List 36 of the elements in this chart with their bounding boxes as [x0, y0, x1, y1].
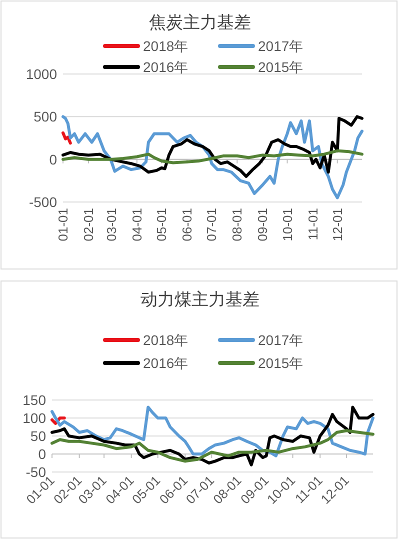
x-tick-label: 12-01	[330, 208, 345, 242]
chart-title: 动力煤主力基差	[140, 290, 260, 309]
chart-title: 焦炭主力基差	[149, 13, 251, 32]
y-tick-label: -500	[28, 194, 58, 210]
x-tick-label: 10-01	[280, 208, 295, 242]
line-series	[62, 149, 364, 164]
x-tick-label: 11-01	[305, 208, 320, 240]
y-tick-label: 500	[34, 108, 58, 125]
legend-label: 2016年	[143, 59, 188, 75]
line-series	[50, 429, 374, 463]
y-tick-label: 0	[49, 151, 58, 168]
y-tick-label: 1000	[26, 66, 58, 82]
legend-label: 2018年	[143, 38, 188, 54]
x-tick-label: 05-01	[154, 208, 170, 242]
x-tick-label: 06-01	[180, 208, 195, 242]
x-tick-label: 03-01	[104, 208, 120, 242]
line-series	[62, 131, 72, 145]
y-tick-label: 100	[22, 410, 46, 426]
line-series	[62, 115, 364, 200]
legend-label: 2017年	[258, 38, 304, 54]
line-series	[62, 115, 364, 178]
x-tick-label: 07-01	[204, 208, 220, 242]
y-tick-label: 150	[22, 392, 46, 408]
legend-label: 2016年	[143, 355, 188, 371]
x-tick-label: 02-01	[81, 208, 96, 242]
x-tick-label: 09-01	[255, 208, 270, 242]
legend-label: 2015年	[258, 355, 304, 371]
y-tick-label: -50	[26, 464, 46, 480]
x-tick-label: 04-01	[129, 208, 144, 242]
y-tick-label: 0	[38, 446, 46, 462]
x-tick-label: 01-01	[56, 208, 71, 242]
legend-label: 2018年	[143, 332, 188, 348]
legend-label: 2015年	[258, 59, 304, 75]
y-tick-label: 50	[30, 428, 46, 444]
legend-label: 2017年	[258, 332, 304, 348]
x-tick-label: 08-01	[230, 208, 245, 242]
